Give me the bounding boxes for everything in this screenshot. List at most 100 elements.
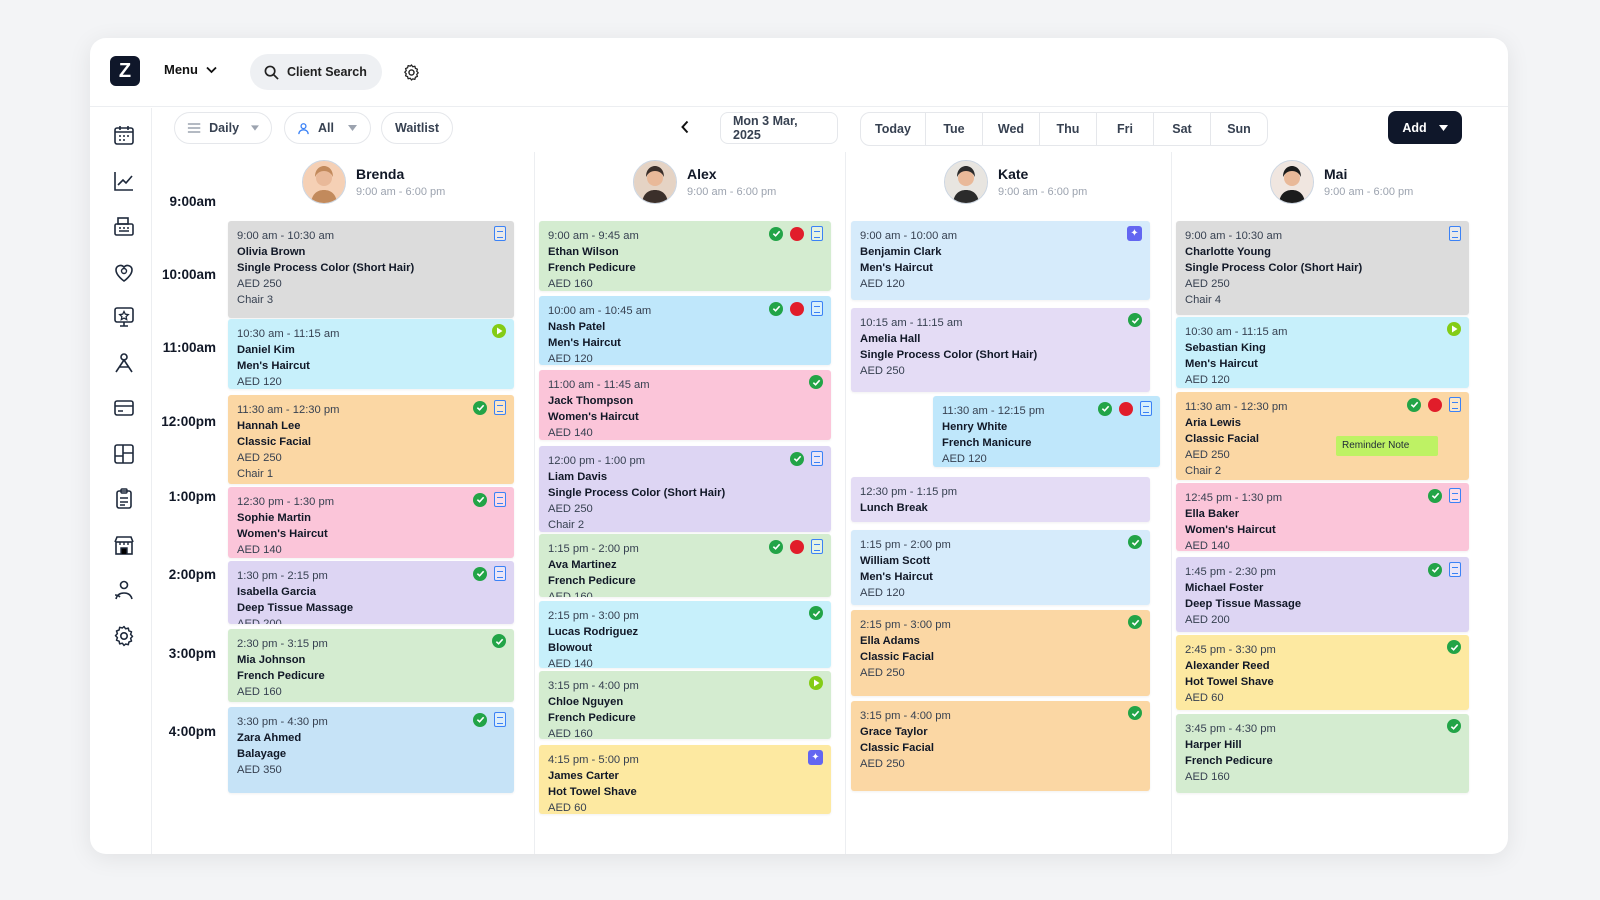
check-icon[interactable] [1128,535,1142,549]
previous-date-icon[interactable] [680,120,690,139]
check-icon[interactable] [1447,719,1461,733]
appointment-card[interactable]: 4:15 pm - 5:00 pm James Carter Hot Towel S… [539,745,831,814]
notes-icon[interactable] [811,226,823,241]
staff-filter-dropdown[interactable]: All [284,112,371,144]
reviews-icon[interactable] [112,305,136,329]
notes-icon[interactable] [1449,562,1461,577]
store-icon[interactable] [112,533,136,557]
notes-icon[interactable] [1449,488,1461,503]
appointment-card[interactable]: 11:30 am - 12:15 pm Henry White French Man… [933,396,1160,467]
layout-icon[interactable] [112,442,136,466]
payments-icon[interactable] [112,396,136,420]
notes-icon[interactable] [811,301,823,316]
settings-icon[interactable] [112,624,136,648]
marketing-icon[interactable] [112,260,136,284]
notes-icon[interactable] [494,712,506,727]
day-tab-thu[interactable]: Thu [1039,113,1096,145]
appointment-card[interactable]: 10:30 am - 11:15 am Sebastian King Men's H… [1176,317,1469,388]
appointment-card[interactable]: 11:30 am - 12:30 pm Aria Lewis Classic Fac… [1176,392,1469,480]
notes-icon[interactable] [494,400,506,415]
register-icon[interactable] [112,214,136,238]
calendar-icon[interactable] [112,123,136,147]
analytics-icon[interactable] [112,169,136,193]
no-show-icon[interactable] [1119,401,1133,416]
appointment-card[interactable]: 12:30 pm - 1:15 pm Lunch Break [851,477,1150,522]
check-icon[interactable] [1128,615,1142,629]
appointment-card[interactable]: 9:00 am - 10:30 am Olivia Brown Single Pro… [228,221,514,318]
no-show-icon[interactable] [790,226,804,241]
day-tab-sun[interactable]: Sun [1210,113,1267,145]
reports-icon[interactable] [112,487,136,511]
appointment-card[interactable]: 1:15 pm - 2:00 pm Ava Martinez French Pedi… [539,534,831,597]
appointment-card[interactable]: 9:00 am - 10:30 am Charlotte Young Single … [1176,221,1469,315]
check-icon[interactable] [492,634,506,648]
waitlist-button[interactable]: Waitlist [381,112,453,144]
appointment-card[interactable]: 9:00 am - 9:45 am Ethan Wilson French Pedi… [539,221,831,291]
start-icon[interactable] [1447,322,1461,336]
staff-icon[interactable] [112,351,136,375]
check-icon[interactable] [473,400,487,415]
appointment-card[interactable]: 11:00 am - 11:45 am Jack Thompson Women's … [539,370,831,440]
appointment-card[interactable]: 12:00 pm - 1:00 pm Liam Davis Single Proce… [539,446,831,532]
notes-icon[interactable] [811,451,823,466]
day-tab-wed[interactable]: Wed [982,113,1039,145]
appointment-card[interactable]: 3:15 pm - 4:00 pm Grace Taylor Classic Fac… [851,701,1150,791]
notes-icon[interactable] [494,226,506,241]
notes-icon[interactable] [1449,226,1461,241]
date-picker-button[interactable]: Mon 3 Mar, 2025 [720,112,838,144]
appointment-card[interactable]: 10:15 am - 11:15 am Amelia Hall Single Pro… [851,308,1150,392]
check-icon[interactable] [1428,488,1442,503]
appointment-card[interactable]: 2:15 pm - 3:00 pm Ella Adams Classic Facia… [851,610,1150,696]
check-icon[interactable] [1407,397,1421,412]
notes-icon[interactable] [1449,397,1461,412]
notes-icon[interactable] [811,539,823,554]
appointment-card[interactable]: 10:00 am - 10:45 am Nash Patel Men's Hairc… [539,296,831,365]
appointment-card[interactable]: 12:30 pm - 1:30 pm Sophie Martin Women's H… [228,487,514,558]
check-icon[interactable] [1128,313,1142,327]
client-search-button[interactable]: Client Search [250,54,382,90]
no-show-icon[interactable] [790,301,804,316]
start-icon[interactable] [492,324,506,338]
day-tab-tue[interactable]: Tue [925,113,982,145]
notes-icon[interactable] [494,566,506,581]
appointment-card[interactable]: 9:00 am - 10:00 am Benjamin Clark Men's Ha… [851,221,1150,300]
add-button[interactable]: Add [1388,111,1462,144]
no-show-icon[interactable] [790,539,804,554]
check-icon[interactable] [1447,640,1461,654]
settings-gear-icon[interactable] [402,63,421,87]
check-icon[interactable] [790,451,804,466]
appointment-card[interactable]: 3:45 pm - 4:30 pm Harper Hill French Pedic… [1176,714,1469,793]
sparkle-icon[interactable]: ✦ [1127,226,1142,241]
appointment-card[interactable]: 1:30 pm - 2:15 pm Isabella Garcia Deep Tis… [228,561,514,624]
appointment-card[interactable]: 2:45 pm - 3:30 pm Alexander Reed Hot Towel… [1176,635,1469,710]
appointment-card[interactable]: 12:45 pm - 1:30 pm Ella Baker Women's Hair… [1176,483,1469,551]
appointment-card[interactable]: 3:15 pm - 4:00 pm Chloe Nguyen French Pedi… [539,671,831,739]
sparkle-icon[interactable]: ✦ [808,750,823,765]
reminder-note[interactable]: Reminder Note [1336,436,1438,456]
check-icon[interactable] [473,712,487,727]
appointment-card[interactable]: 1:15 pm - 2:00 pm William Scott Men's Hair… [851,530,1150,605]
appointment-card[interactable]: 10:30 am - 11:15 am Daniel Kim Men's Hairc… [228,319,514,389]
notes-icon[interactable] [494,492,506,507]
start-icon[interactable] [809,676,823,690]
appointment-card[interactable]: 1:45 pm - 2:30 pm Michael Foster Deep Tiss… [1176,557,1469,632]
check-icon[interactable] [1098,401,1112,416]
day-tab-fri[interactable]: Fri [1096,113,1153,145]
appointment-card[interactable]: 11:30 am - 12:30 pm Hannah Lee Classic Fac… [228,395,514,484]
app-logo[interactable]: Z [110,56,140,86]
clients-icon[interactable] [112,578,136,602]
appointment-card[interactable]: 2:30 pm - 3:15 pm Mia Johnson French Pedic… [228,629,514,702]
check-icon[interactable] [809,375,823,389]
check-icon[interactable] [473,492,487,507]
check-icon[interactable] [1428,562,1442,577]
notes-icon[interactable] [1140,401,1152,416]
appointment-card[interactable]: 3:30 pm - 4:30 pm Zara Ahmed Balayage AED 3… [228,707,514,793]
check-icon[interactable] [1128,706,1142,720]
no-show-icon[interactable] [1428,397,1442,412]
check-icon[interactable] [769,539,783,554]
check-icon[interactable] [769,301,783,316]
view-mode-dropdown[interactable]: Daily [174,112,272,144]
check-icon[interactable] [473,566,487,581]
day-tab-sat[interactable]: Sat [1153,113,1210,145]
appointment-card[interactable]: 2:15 pm - 3:00 pm Lucas Rodriguez Blowout A… [539,601,831,668]
